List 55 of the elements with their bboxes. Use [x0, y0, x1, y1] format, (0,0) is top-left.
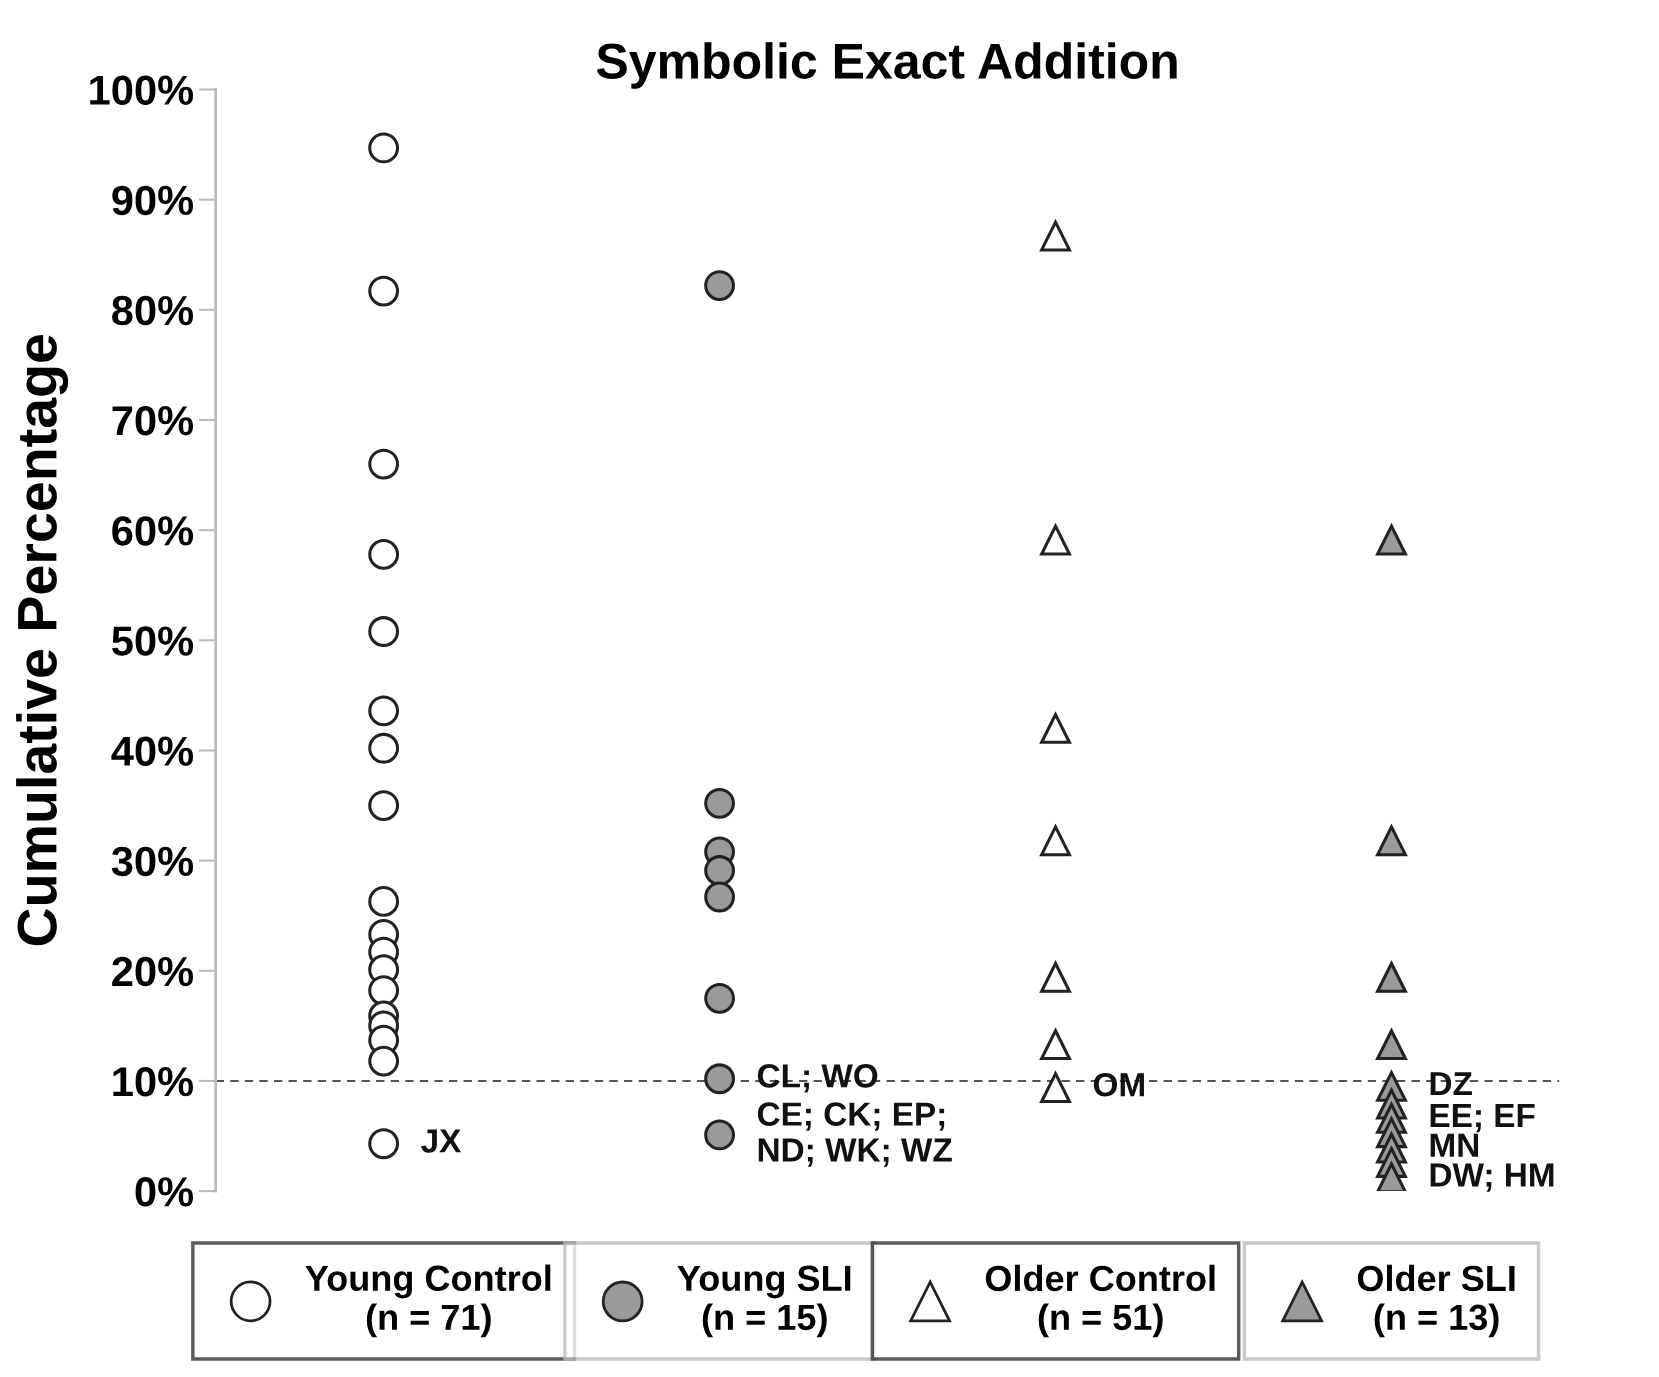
point: [1376, 1162, 1407, 1192]
y-tick-label: 40%: [111, 736, 194, 766]
y-tick-label: 60%: [112, 516, 194, 546]
data-label: EE; EF: [1430, 1104, 1535, 1133]
point: [368, 616, 400, 647]
point: [1040, 220, 1071, 252]
point: [1040, 524, 1071, 556]
point: [1040, 713, 1071, 744]
data-label: DZ: [1430, 1072, 1472, 1096]
point: [1376, 961, 1407, 993]
point: [704, 1063, 736, 1095]
point: [368, 132, 400, 164]
point: [1376, 1029, 1407, 1061]
point: [368, 448, 400, 480]
data-label: MN: [1430, 1133, 1479, 1157]
data-label: DW; HM: [1430, 1163, 1554, 1192]
point: [1376, 825, 1407, 857]
legend-label: Older SLI (n = 13): [1357, 1264, 1515, 1338]
point: [1040, 825, 1071, 857]
point: [704, 881, 736, 913]
point: [368, 1128, 400, 1160]
point: [1376, 524, 1407, 556]
point: [1040, 1029, 1071, 1061]
data-label: CL; WO: [757, 1064, 878, 1093]
data-label: OM: [1093, 1072, 1144, 1097]
point: [368, 695, 400, 727]
point: [368, 732, 400, 764]
point: [704, 1119, 736, 1151]
point: [704, 270, 736, 302]
point: [1040, 961, 1071, 993]
y-tick-label: 10%: [113, 1066, 194, 1097]
point: [704, 787, 736, 819]
data-label: JX: [421, 1129, 462, 1153]
y-tick-label: 20%: [112, 956, 194, 987]
y-tick-label: 50%: [112, 626, 194, 656]
point: [368, 1045, 400, 1077]
point: [368, 538, 400, 570]
y-axis-title: Cumulative Percentage: [16, 334, 69, 946]
y-tick-label: 100%: [90, 75, 194, 106]
point: [368, 275, 400, 307]
legend-label: Older Control (n = 51): [985, 1264, 1215, 1338]
y-tick-label: 80%: [112, 295, 194, 326]
y-tick-label: 0%: [135, 1177, 194, 1207]
data-label: CE; CK; EP; ND; WK; WZ: [757, 1102, 952, 1167]
y-tick-label: 90%: [112, 185, 194, 216]
legend-label: Young Control (n = 71): [305, 1264, 551, 1338]
legend-label: Young SLI (n = 15): [677, 1265, 851, 1338]
point: [704, 982, 736, 1014]
point: [368, 885, 400, 917]
point: [704, 855, 736, 886]
point: [1040, 1072, 1071, 1103]
point: [368, 790, 400, 821]
y-tick-label: 70%: [112, 405, 194, 436]
chart-title: Symbolic Exact Addition: [596, 42, 1177, 89]
y-tick-label: 30%: [111, 846, 194, 877]
